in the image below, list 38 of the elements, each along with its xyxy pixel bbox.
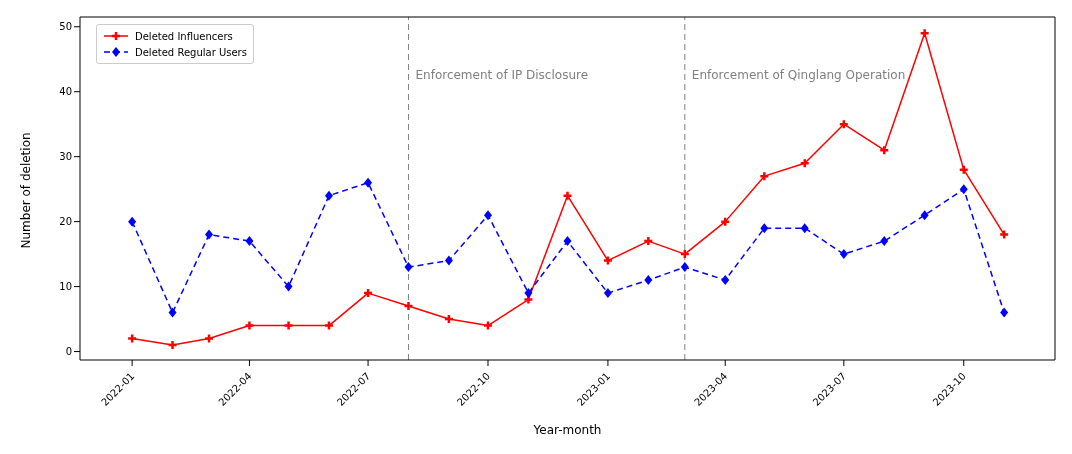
y-tick-label: 20 — [59, 216, 72, 228]
y-tick-label: 50 — [59, 21, 72, 33]
y-tick-label: 10 — [59, 281, 72, 293]
legend-label: Deleted Influencers — [135, 30, 233, 42]
point — [283, 320, 294, 331]
point — [959, 184, 968, 195]
point — [562, 190, 573, 201]
point — [245, 236, 254, 247]
ref-line-label: Enforcement of Qinglang Operation — [691, 67, 906, 82]
legend-label: Deleted Regular Users — [135, 46, 247, 58]
point — [205, 229, 214, 240]
point — [760, 223, 769, 234]
point — [839, 249, 848, 260]
point — [1000, 307, 1009, 318]
point — [244, 320, 255, 331]
point — [920, 210, 929, 221]
point — [364, 177, 373, 188]
point — [324, 190, 333, 201]
point — [680, 262, 689, 273]
point — [524, 288, 533, 299]
point — [644, 275, 653, 286]
point — [603, 288, 612, 299]
point — [168, 307, 177, 318]
point — [721, 275, 730, 286]
point — [128, 216, 137, 227]
point — [444, 255, 453, 266]
x-axis-title: Year-month — [532, 423, 602, 437]
point — [404, 262, 413, 273]
point — [880, 236, 889, 247]
y-tick-label: 30 — [59, 151, 72, 163]
y-axis-title: Number of deletion — [19, 132, 34, 249]
point — [563, 236, 572, 247]
point — [483, 210, 492, 221]
ref-line-label: Enforcement of IP Disclosure — [415, 67, 589, 82]
point — [800, 223, 809, 234]
y-tick-label: 0 — [65, 346, 72, 358]
point — [284, 281, 293, 292]
y-tick-label: 40 — [59, 86, 72, 98]
